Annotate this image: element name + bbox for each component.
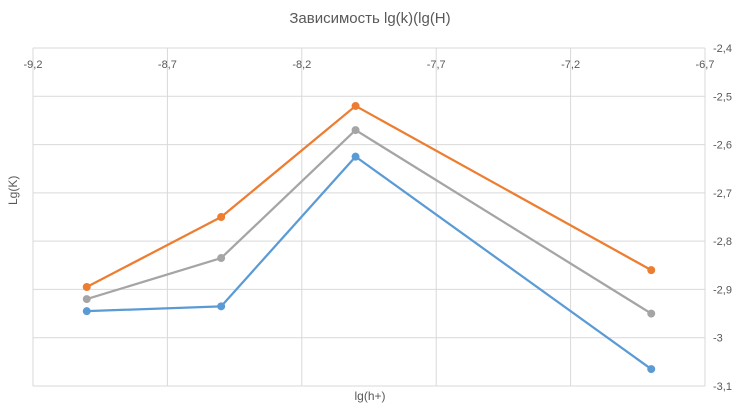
data-point xyxy=(647,365,656,374)
x-axis-label: lg(h+) xyxy=(354,389,386,403)
y-tick-label: -3 xyxy=(713,333,723,345)
data-point xyxy=(217,254,226,263)
x-tick-label: -8,7 xyxy=(158,59,177,71)
data-point xyxy=(217,302,226,311)
data-point xyxy=(351,152,360,161)
y-tick-label: -2,8 xyxy=(713,236,732,248)
y-tick-label: -3,1 xyxy=(713,381,732,393)
data-point xyxy=(351,126,360,135)
y-tick-label: -2,6 xyxy=(713,140,732,152)
series-line-3 xyxy=(86,128,652,315)
chart-title: Зависимость lg(k)(lg(H) xyxy=(289,10,451,27)
series-line-2 xyxy=(86,104,652,289)
data-point xyxy=(351,101,360,110)
x-tick-label: -7,2 xyxy=(561,59,580,71)
y-tick-label: -2,4 xyxy=(713,43,732,55)
series-line-1 xyxy=(86,155,652,371)
data-point xyxy=(217,213,226,221)
x-tick-label: -7,7 xyxy=(427,59,446,71)
y-tick-label: -2,9 xyxy=(713,284,732,296)
x-tick-label: -8,2 xyxy=(292,59,311,71)
data-point xyxy=(82,295,91,304)
y-tick-label: -2,5 xyxy=(713,91,732,103)
y-tick-label: -2,7 xyxy=(713,188,732,200)
data-point xyxy=(82,283,91,292)
data-point xyxy=(647,266,656,275)
x-tick-label: -9,2 xyxy=(24,59,43,71)
data-point xyxy=(82,307,91,316)
data-point xyxy=(647,309,656,318)
x-tick-label: -6,7 xyxy=(696,59,715,71)
